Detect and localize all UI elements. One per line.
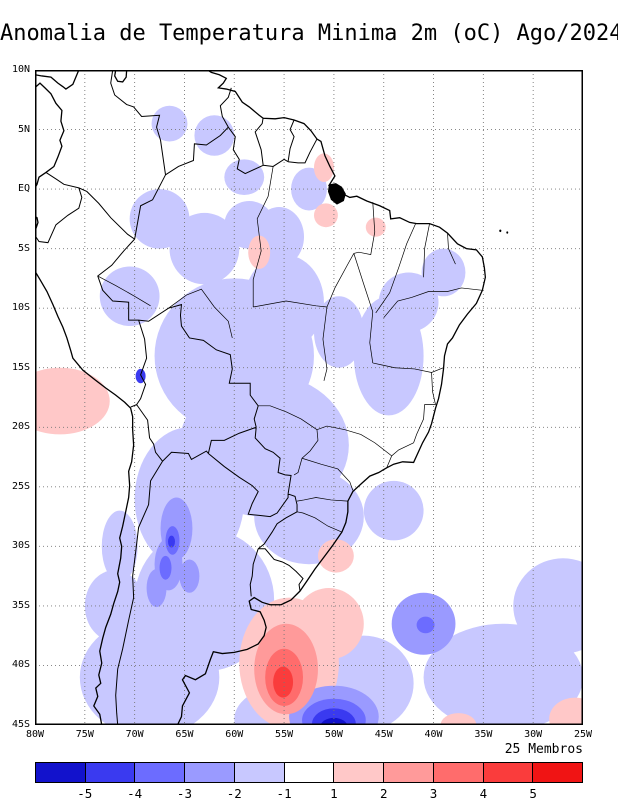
anomaly-region [311,708,356,725]
anomaly-region [363,480,424,541]
anomaly-shading-layer [35,105,583,725]
brazil-state-borders [98,166,483,532]
anomaly-region [513,558,583,654]
anomaly-region [378,272,439,332]
offshore-island-dot [499,229,502,233]
anomaly-region [84,570,145,642]
lat-tick-label: 5N [17,123,30,135]
anomaly-region [416,616,435,634]
lon-tick-label: 80W [25,729,45,740]
colorbar-segment [35,762,86,783]
colorbar-tick-label: 1 [330,786,338,800]
colorbar-segment [283,762,335,783]
colorbar-tick-label: 2 [379,786,388,800]
lat-tick-label: 35S [11,599,30,611]
anomaly-region [320,717,348,725]
anomaly-region [169,212,240,285]
colorbar-tick-label: -4 [127,786,143,800]
anomaly-region [549,697,583,725]
colorbar-tick-label: -1 [276,786,292,800]
lon-tick-label: 75W [75,729,94,740]
colorbar-tick-label: 4 [479,786,488,800]
anomaly-region [146,568,167,608]
anomaly-region [317,539,354,573]
anomaly-region [35,367,110,435]
colorbar-segment [482,762,534,783]
offshore-island-dot [506,231,509,234]
anomaly-region [440,713,477,725]
colorbar-segment [84,762,136,783]
lon-tick-label: 35W [474,729,493,740]
lon-tick-label: 60W [225,729,244,740]
map-frame [35,70,583,725]
lake-maracaibo-outline [115,70,127,82]
anomaly-region [313,296,364,368]
lat-tick-label: 20S [11,421,30,433]
south-america-coastline [35,70,485,725]
ensemble-members-label: 25 Membros [504,742,583,757]
colorbar-tick-label: -3 [176,786,192,800]
colorbar [35,762,584,783]
anomaly-region [248,235,271,269]
lon-tick-label: 40W [424,729,443,740]
anomaly-region [421,248,466,297]
anomaly-region [168,535,175,548]
map-canvas [35,70,583,725]
anomaly-region [194,115,235,156]
colorbar-tick-label: 3 [429,786,438,800]
colorbar-segment [134,762,186,783]
lat-tick-label: 10N [11,64,30,75]
colorbar-tick-label: 5 [529,786,537,800]
anomaly-region [365,217,386,237]
lat-tick-label: 30S [11,540,30,552]
amazon-delta [327,183,346,205]
lat-tick-label: 25S [11,480,30,492]
lon-tick-label: 70W [125,729,144,740]
lon-tick-label: 45W [374,729,393,740]
colorbar-segment [383,762,434,783]
anomaly-region [273,666,294,698]
colorbar-tick-label: -2 [226,786,242,800]
colorbar-segment [333,762,385,783]
anomaly-region [99,266,160,327]
colorbar-segment [233,762,285,783]
colorbar-segment [432,762,484,783]
lat-tick-label: 45S [11,719,30,730]
anomaly-region [313,203,338,228]
anomaly-region [159,555,172,580]
lon-tick-label: 50W [324,729,343,740]
lon-tick-label: 55W [275,729,294,740]
geography-layer [35,70,509,725]
colorbar-segment [532,762,584,783]
lat-tick-label: 15S [11,361,30,373]
lat-tick-label: EQ [17,183,30,195]
chart-title: Anomalia de Temperatura Minima 2m (oC) A… [0,21,618,46]
lat-tick-label: 40S [11,659,30,671]
lon-tick-label: 30W [524,729,543,740]
colorbar-segment [184,762,235,783]
anomaly-region [179,559,200,593]
anomaly-region [313,153,334,182]
anomaly-region [224,159,265,196]
colorbar-tick-label: -5 [77,786,93,800]
lon-tick-label: 65W [175,729,194,740]
country-borders [35,70,317,725]
anomaly-region [151,105,188,142]
lon-tick-label: 25W [573,729,593,740]
lat-tick-label: 10S [11,302,30,314]
lat-tick-label: 5S [17,242,30,254]
grid-layer [35,70,583,725]
